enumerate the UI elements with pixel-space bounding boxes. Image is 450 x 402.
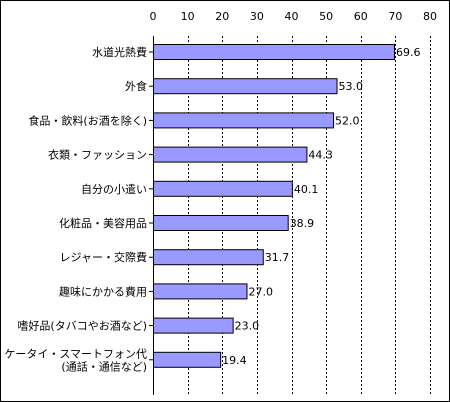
bar xyxy=(153,317,234,334)
category-label: 自分の小遣い xyxy=(81,182,147,196)
x-tick-label: 30 xyxy=(250,10,264,23)
bar xyxy=(153,78,338,95)
category-label: 衣類・ファッション xyxy=(48,148,147,162)
bars xyxy=(149,44,395,368)
x-tick-label: 20 xyxy=(215,10,229,23)
bar xyxy=(153,249,264,266)
bar xyxy=(153,180,293,197)
bar xyxy=(153,283,248,300)
value-labels: 69.6 53.0 52.0 44.3 40.1 38.9 31.7 27.0 23.0 19.4 xyxy=(222,46,420,367)
x-tick-label: 60 xyxy=(354,10,368,23)
category-label: 食品・飲料(お酒を除く) xyxy=(28,113,147,127)
bar xyxy=(153,351,222,368)
x-tick-label: 70 xyxy=(388,10,402,23)
value-label: 44.3 xyxy=(308,149,333,162)
bar xyxy=(153,146,308,163)
value-label: 27.0 xyxy=(248,285,272,298)
value-label: 53.0 xyxy=(339,80,364,93)
bar xyxy=(153,44,395,60)
category-label: 外食 xyxy=(125,79,147,93)
value-label: 38.9 xyxy=(290,217,315,230)
value-label: 19.4 xyxy=(222,354,247,367)
x-tick-label: 10 xyxy=(181,10,195,23)
value-label: 69.6 xyxy=(396,46,421,59)
bar xyxy=(153,112,335,129)
x-axis-ticks: 0 10 20 30 40 50 60 70 80 xyxy=(150,10,438,23)
bar xyxy=(153,215,289,231)
category-label: レジャー・交際費 xyxy=(60,250,147,264)
x-tick-label: 80 xyxy=(423,10,437,23)
category-label: ケータイ・スマートフォン代 xyxy=(4,347,147,360)
x-tick-label: 50 xyxy=(319,10,333,23)
x-tick-label: 0 xyxy=(150,10,157,23)
value-label: 23.0 xyxy=(235,320,260,333)
x-tick-label: 40 xyxy=(285,10,299,23)
category-label: 水道光熱費 xyxy=(92,45,147,59)
value-label: 31.7 xyxy=(265,251,290,264)
category-label: (通話・通信など) xyxy=(61,359,147,373)
category-label: 化粧品・美容用品 xyxy=(59,216,147,230)
category-label: 嗜好品(タバコやお酒など) xyxy=(17,319,147,333)
value-label: 40.1 xyxy=(294,183,319,196)
category-label: 趣味にかかる費用 xyxy=(59,284,147,298)
value-label: 52.0 xyxy=(335,114,360,127)
